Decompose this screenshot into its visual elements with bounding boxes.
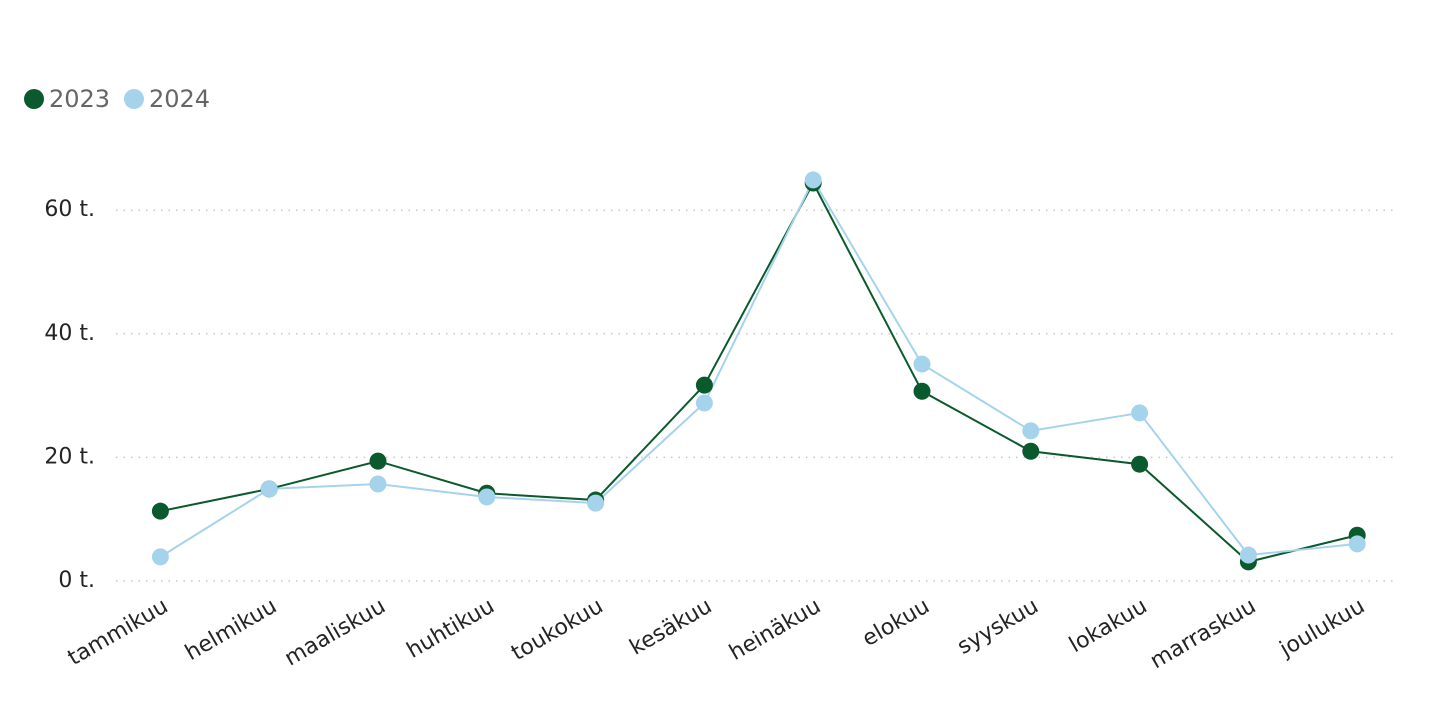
data-point [1022,442,1040,460]
x-tick-label: lokakuu [1065,594,1151,658]
data-point [1348,535,1366,553]
data-point [587,494,605,512]
x-tick-label: syyskuu [953,594,1043,660]
data-point [151,502,169,520]
data-point [1239,546,1257,564]
data-point [1131,404,1149,422]
y-tick-label: 40 t. [44,321,95,346]
data-point [1022,422,1040,440]
data-point [151,548,169,566]
data-point [369,452,387,470]
x-tick-label: tammikuu [64,594,173,671]
x-tick-label: heinäkuu [725,594,825,666]
x-tick-label: kesäkuu [626,594,717,661]
data-point [913,355,931,373]
x-tick-label: toukokuu [507,594,607,666]
y-tick-label: 0 t. [58,568,95,593]
x-tick-label: elokuu [858,594,934,652]
data-point [913,382,931,400]
legend-label: 2024 [149,85,210,113]
data-point [804,171,822,189]
data-point [1131,455,1149,473]
y-tick-label: 60 t. [44,197,95,222]
legend-marker [24,89,44,109]
x-tick-label: huhtikuu [403,594,499,664]
y-tick-label: 20 t. [44,444,95,469]
data-point [695,394,713,412]
x-tick-label: joulukuu [1275,594,1369,663]
x-tick-label: helmikuu [181,594,281,666]
data-point [369,475,387,493]
series-line [160,180,1358,563]
series-line [159,177,1358,558]
data-point [695,376,713,394]
legend-marker [124,89,144,109]
legend-label: 2023 [49,85,110,113]
x-tick-label: maaliskuu [280,594,390,672]
data-point [478,488,496,506]
data-point [260,480,278,498]
x-tick-label: marraskuu [1146,594,1260,674]
